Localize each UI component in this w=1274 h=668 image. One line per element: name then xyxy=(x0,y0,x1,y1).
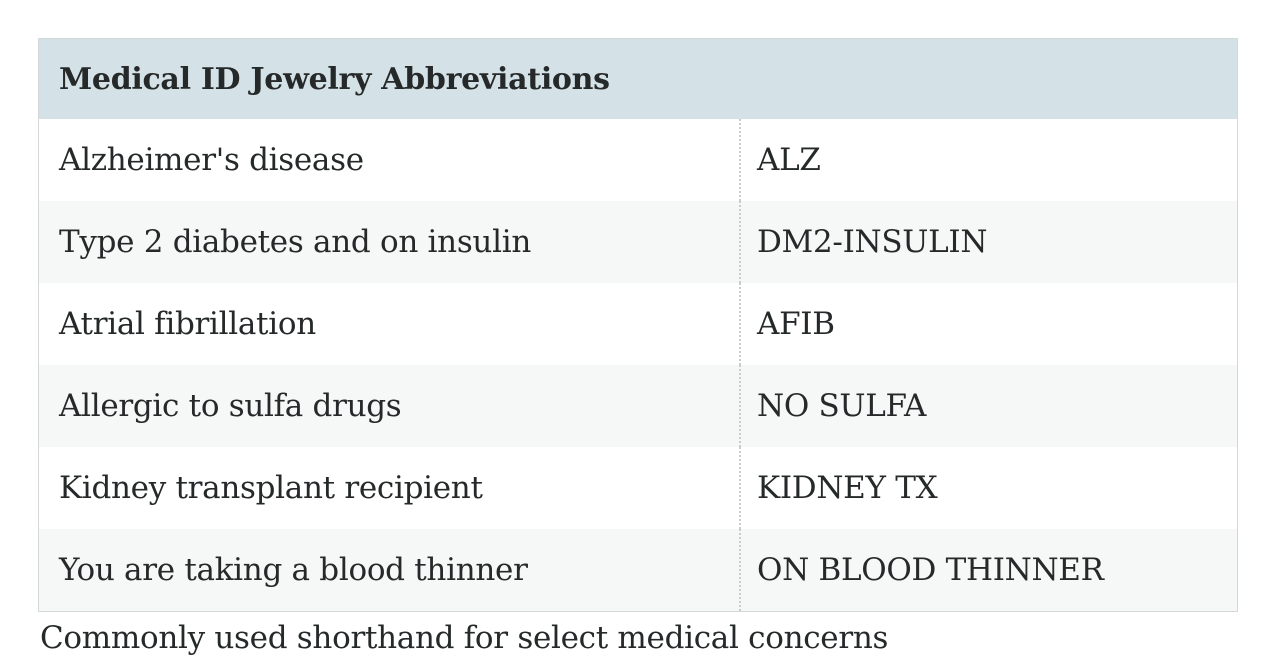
condition-cell: Kidney transplant recipient xyxy=(59,470,483,506)
table-title: Medical ID Jewelry Abbreviations xyxy=(59,61,610,97)
abbreviation-cell: AFIB xyxy=(739,283,1237,365)
table-caption: Commonly used shorthand for select medic… xyxy=(40,620,889,656)
table-row: Type 2 diabetes and on insulin DM2-INSULI… xyxy=(39,201,1237,283)
table-body: Alzheimer's disease ALZ Type 2 diabetes an… xyxy=(39,119,1237,611)
abbreviation-cell: ON BLOOD THINNER xyxy=(739,529,1237,611)
abbreviation-cell: NO SULFA xyxy=(739,365,1237,447)
abbreviation-cell: ALZ xyxy=(739,119,1237,201)
condition-cell: You are taking a blood thinner xyxy=(59,552,528,588)
table-row: Kidney transplant recipient KIDNEY TX xyxy=(39,447,1237,529)
abbreviation-cell: KIDNEY TX xyxy=(739,447,1237,529)
table-row: Alzheimer's disease ALZ xyxy=(39,119,1237,201)
abbreviation-cell: DM2-INSULIN xyxy=(739,201,1237,283)
condition-cell: Atrial fibrillation xyxy=(59,306,316,342)
condition-cell: Type 2 diabetes and on insulin xyxy=(59,224,531,260)
condition-cell: Allergic to sulfa drugs xyxy=(59,388,402,424)
table-row: You are taking a blood thinner ON BLOOD T… xyxy=(39,529,1237,611)
abbreviations-table: Medical ID Jewelry Abbreviations Alzheim… xyxy=(38,38,1238,612)
table-row: Allergic to sulfa drugs NO SULFA xyxy=(39,365,1237,447)
table-row: Atrial fibrillation AFIB xyxy=(39,283,1237,365)
condition-cell: Alzheimer's disease xyxy=(59,142,364,178)
table-header: Medical ID Jewelry Abbreviations xyxy=(39,39,1237,119)
